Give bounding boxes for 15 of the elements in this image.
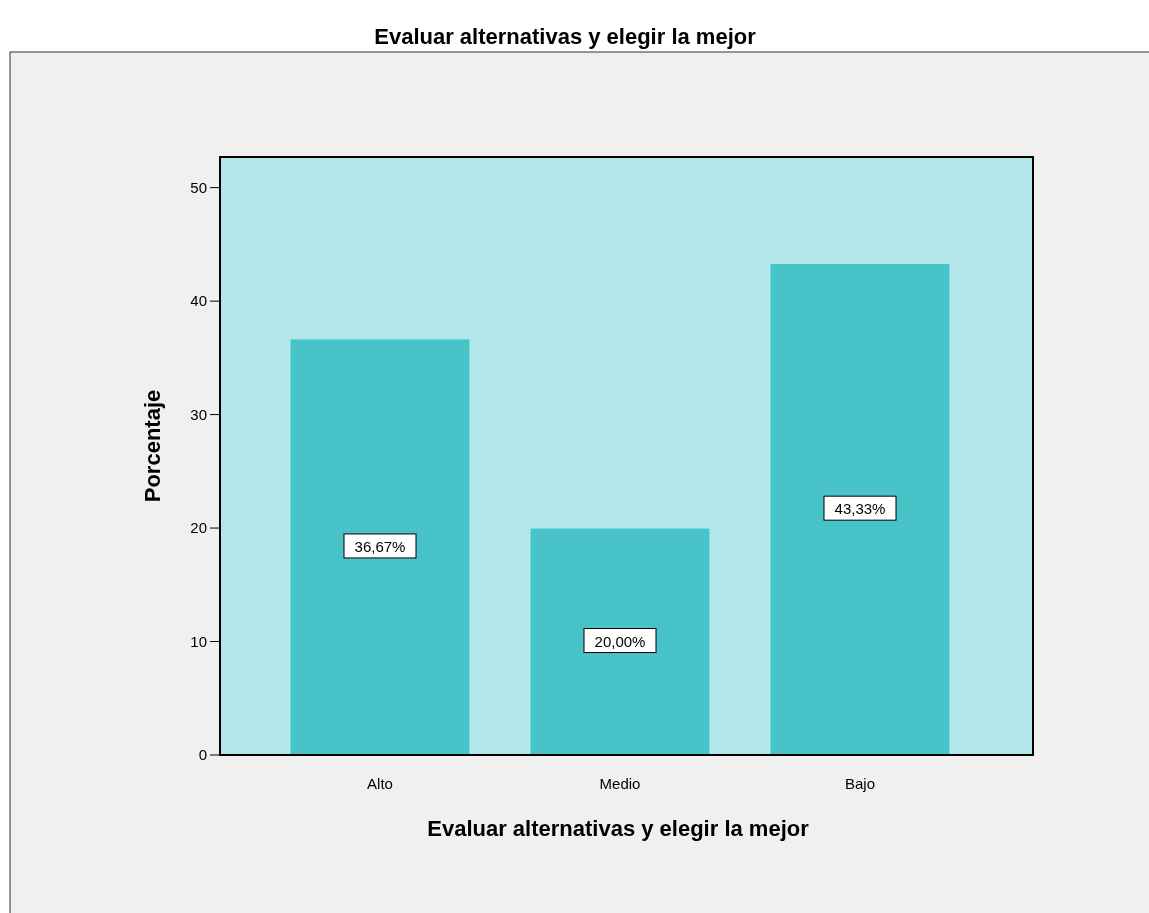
chart-title: Evaluar alternativas y elegir la mejor [374,24,757,49]
y-tick-label: 30 [190,405,207,423]
data-label: 20,00% [594,632,646,650]
x-tick-label: Medio [599,775,641,792]
y-tick-label: 50 [190,178,207,196]
data-label: 36,67% [354,537,406,555]
y-tick-label: 40 [190,292,207,310]
x-tick-label: Bajo [844,775,876,792]
data-label: 43,33% [834,500,886,518]
y-tick-label: 0 [198,746,207,763]
x-tick-label: Alto [367,775,393,792]
y-axis-title: Porcentaje [140,389,165,503]
y-tick-label: 20 [190,519,207,537]
y-tick-label: 10 [190,632,207,650]
x-axis-title: Evaluar alternativas y elegir la mejor [427,816,810,841]
